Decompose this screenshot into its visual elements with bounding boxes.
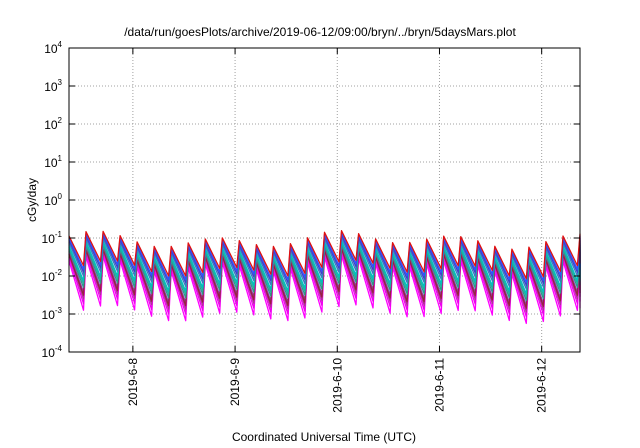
- y-tick-label: 102: [44, 116, 62, 132]
- grid-lines: [69, 48, 580, 352]
- y-axis-label: cGy/day: [25, 178, 39, 222]
- series-line: [68, 245, 581, 306]
- x-axis: 2019-6-8 2019-6-9 2019-6-10 2019-6-11 2019-6…: [126, 48, 549, 413]
- series-line: [68, 251, 581, 318]
- y-tick-label: 10-1: [42, 230, 63, 246]
- y-tick-label: 104: [44, 40, 62, 56]
- chart-title: /data/run/goesPlots/archive/2019-06-12/0…: [124, 25, 516, 39]
- y-tick-label: 10-2: [42, 268, 63, 284]
- x-tick-label: 2019-6-11: [432, 358, 446, 412]
- x-tick-label: 2019-6-10: [330, 358, 344, 413]
- series-line: [68, 239, 581, 295]
- y-axis: 10-4 10-3 10-2 10-1 100 101 102 103 104: [42, 40, 580, 360]
- x-tick-label: 2019-6-12: [535, 358, 549, 413]
- x-tick-label: 2019-6-8: [126, 358, 140, 406]
- series-line: [68, 254, 581, 325]
- series-line: [68, 234, 581, 287]
- series-line: [68, 231, 581, 283]
- series-line: [68, 230, 581, 280]
- series-line: [68, 243, 581, 302]
- x-axis-label: Coordinated Universal Time (UTC): [232, 430, 416, 444]
- series-line: [68, 236, 581, 290]
- x-tick-label: 2019-6-9: [228, 358, 242, 406]
- series-line: [68, 248, 581, 309]
- y-tick-label: 10-4: [42, 344, 63, 360]
- series-lines: [68, 230, 581, 325]
- y-tick-label: 101: [44, 154, 62, 170]
- y-tick-label: 100: [44, 192, 62, 208]
- series-line: [68, 241, 581, 298]
- y-tick-label: 10-3: [42, 306, 63, 322]
- y-tick-label: 103: [44, 78, 62, 94]
